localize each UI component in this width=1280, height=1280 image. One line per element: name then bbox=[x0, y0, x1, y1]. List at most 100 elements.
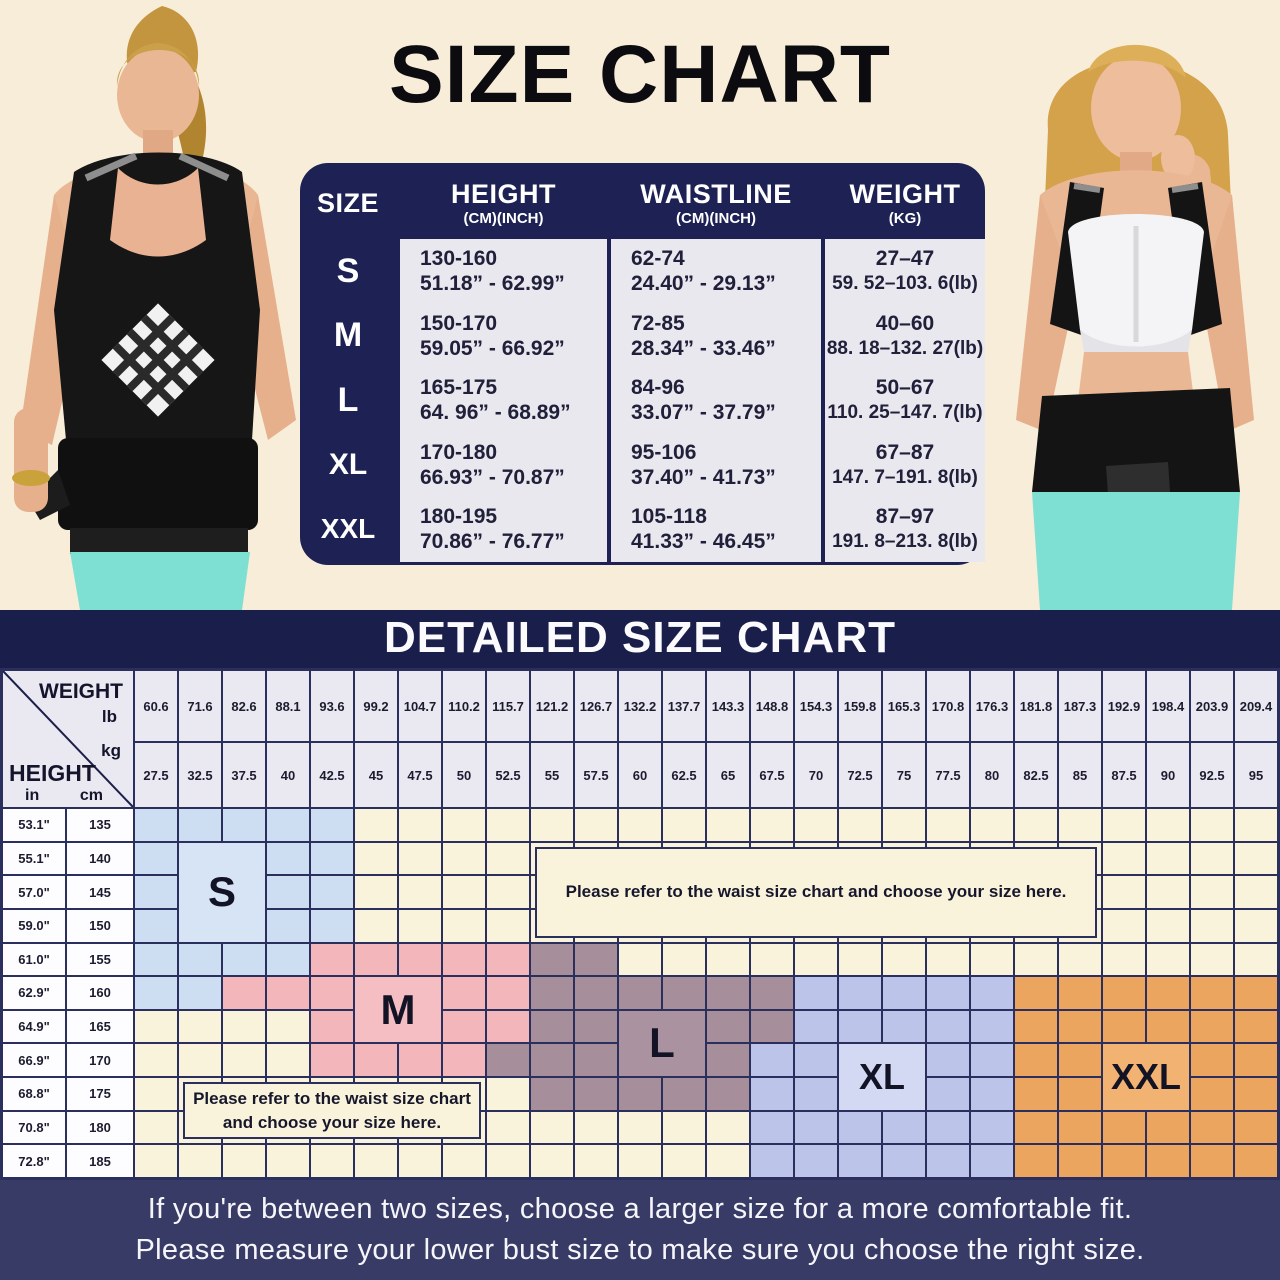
size-grid-cell bbox=[135, 1044, 177, 1077]
size-grid-cell bbox=[751, 1044, 793, 1077]
size-grid-cell bbox=[619, 943, 661, 976]
size-grid-cell bbox=[971, 1044, 1013, 1077]
size-grid-cell bbox=[179, 977, 221, 1009]
size-grid-cell bbox=[1015, 1078, 1057, 1110]
size-grid-cell bbox=[883, 809, 925, 841]
weight-lb-header-cell: 71.6 bbox=[179, 671, 221, 741]
col-header-waistline: WAISTLINE bbox=[640, 179, 792, 209]
size-grid-cell bbox=[1059, 977, 1101, 1009]
weight-lb-header-cell: 115.7 bbox=[487, 671, 529, 741]
weight-lb-header-cell: 93.6 bbox=[311, 671, 353, 741]
weight-kg-header-cell: 37.5 bbox=[223, 743, 265, 807]
size-grid-cell bbox=[1147, 909, 1189, 942]
height-in-cell: 57.0" bbox=[3, 876, 65, 908]
weight-kg-header-cell: 62.5 bbox=[663, 743, 705, 807]
size-grid-cell bbox=[619, 809, 661, 841]
waistline-value-cell: 84-96 33.07” - 37.79” bbox=[611, 368, 821, 433]
size-grid-cell bbox=[1059, 1078, 1101, 1110]
size-grid-cell bbox=[1015, 943, 1057, 976]
size-grid-cell bbox=[575, 1111, 617, 1144]
weight-kg-header-cell: 80 bbox=[971, 743, 1013, 807]
size-row-label: M bbox=[333, 316, 363, 355]
size-grid-cell bbox=[1235, 1111, 1277, 1144]
size-grid-cell bbox=[399, 1145, 441, 1177]
weight-kg-header-cell: 92.5 bbox=[1191, 743, 1233, 807]
size-grid-cell bbox=[1147, 842, 1189, 875]
waistline-inch-range: 28.34” - 33.46” bbox=[631, 336, 776, 360]
size-grid-cell bbox=[1015, 1010, 1057, 1043]
size-row-label: S bbox=[336, 251, 360, 290]
weight-lb-header-cell: 192.9 bbox=[1103, 671, 1145, 741]
col-header-weight: WEIGHT bbox=[849, 179, 961, 209]
size-grid-cell bbox=[883, 1010, 925, 1043]
height-in-cell: 70.8" bbox=[3, 1111, 65, 1144]
diagonal-divider bbox=[3, 671, 133, 807]
weight-lb-header-cell: 88.1 bbox=[267, 671, 309, 741]
height-cm-range: 165-175 bbox=[420, 376, 498, 400]
size-grid-cell bbox=[135, 977, 177, 1009]
weight-lb-header-cell: 170.8 bbox=[927, 671, 969, 741]
size-grid-cell bbox=[795, 1044, 837, 1077]
detailed-size-grid: WEIGHT lb kg HEIGHT in cm 60.6 71.6 82.6 88… bbox=[0, 668, 1280, 1180]
size-grid-cell bbox=[707, 1145, 749, 1177]
weight-value-cell: 87–97 191. 8–213. 8(lb) bbox=[825, 497, 985, 562]
footer-line-1: If you're between two sizes, choose a la… bbox=[147, 1193, 1133, 1225]
weight-lb-header-cell: 203.9 bbox=[1191, 671, 1233, 741]
weight-lb-header-cell: 176.3 bbox=[971, 671, 1013, 741]
size-grid-cell bbox=[575, 977, 617, 1009]
height-cm-cell: 145 bbox=[67, 876, 133, 908]
size-grid-cell bbox=[135, 909, 177, 942]
weight-kg-header-cell: 57.5 bbox=[575, 743, 617, 807]
size-grid-cell bbox=[839, 977, 881, 1009]
height-in-cell: 62.9" bbox=[3, 977, 65, 1009]
size-grid-cell bbox=[311, 1044, 353, 1077]
size-grid-cell bbox=[795, 1111, 837, 1144]
detailed-section: DETAILED SIZE CHART WEIGHT lb kg HEIGHT … bbox=[0, 610, 1280, 1280]
height-in-cell: 68.8" bbox=[3, 1078, 65, 1110]
size-grid-cell bbox=[1015, 1044, 1057, 1077]
size-grid-cell bbox=[267, 1145, 309, 1177]
size-grid-cell bbox=[135, 1145, 177, 1177]
weight-kg-header-cell: 50 bbox=[443, 743, 485, 807]
size-grid-cell bbox=[355, 943, 397, 976]
size-grid-cell bbox=[355, 1145, 397, 1177]
size-grid-cell bbox=[575, 943, 617, 976]
weight-kg-header-cell: 45 bbox=[355, 743, 397, 807]
size-grid-cell bbox=[135, 1111, 177, 1144]
size-grid-cell bbox=[795, 1145, 837, 1177]
size-grid-cell bbox=[1015, 1145, 1057, 1177]
corner-lb-label: lb bbox=[101, 707, 117, 726]
footer-line-2: Please measure your lower bust size to m… bbox=[135, 1234, 1145, 1266]
page-title: SIZE CHART bbox=[389, 29, 891, 120]
size-grid-cell bbox=[707, 809, 749, 841]
size-grid-cell bbox=[1147, 1111, 1189, 1144]
model-back-view-photo bbox=[0, 0, 312, 610]
size-grid-cell bbox=[355, 909, 397, 942]
size-grid-cell bbox=[1235, 1010, 1277, 1043]
size-grid-cell bbox=[619, 977, 661, 1009]
waistline-cm-range: 72-85 bbox=[631, 311, 685, 335]
size-grid-cell bbox=[443, 977, 485, 1009]
size-grid-cell bbox=[223, 1145, 265, 1177]
size-grid-cell bbox=[311, 876, 353, 908]
height-cm-range: 180-195 bbox=[420, 505, 498, 529]
note-line: Please refer to the waist size chart and… bbox=[565, 882, 1067, 902]
size-grid-cell bbox=[971, 1111, 1013, 1144]
size-grid-cell bbox=[311, 1010, 353, 1043]
size-grid-cell bbox=[135, 876, 177, 908]
height-inch-range: 66.93” - 70.87” bbox=[420, 465, 565, 489]
weight-kg-header-cell: 32.5 bbox=[179, 743, 221, 807]
size-grid-cell bbox=[883, 1111, 925, 1144]
size-grid-cell bbox=[619, 1111, 661, 1144]
weight-lb-header-cell: 165.3 bbox=[883, 671, 925, 741]
weight-kg-header-cell: 42.5 bbox=[311, 743, 353, 807]
size-grid-cell bbox=[1015, 977, 1057, 1009]
size-grid-cell bbox=[1235, 1044, 1277, 1077]
size-grid-cell bbox=[311, 1145, 353, 1177]
size-grid-cell bbox=[883, 977, 925, 1009]
height-value-cell: 150-170 59.05” - 66.92” bbox=[400, 303, 607, 368]
waistline-inch-range: 41.33” - 46.45” bbox=[631, 530, 776, 554]
height-in-cell: 66.9" bbox=[3, 1044, 65, 1077]
size-grid-cell bbox=[223, 977, 265, 1009]
size-grid-cell bbox=[927, 1078, 969, 1110]
